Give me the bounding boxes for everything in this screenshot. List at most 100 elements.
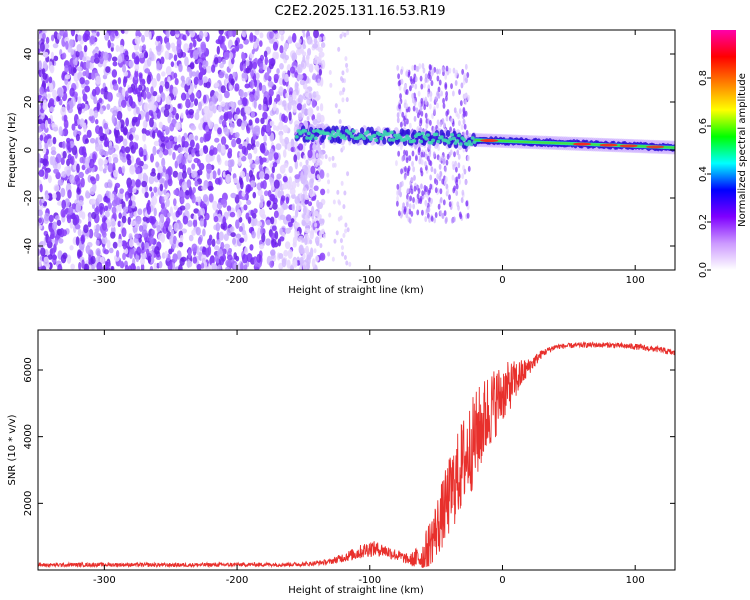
noise-blob [66, 103, 70, 111]
noise-blob [164, 50, 170, 60]
noise-blob [271, 166, 275, 174]
multipath-blob [464, 179, 468, 186]
multipath-blob [400, 78, 404, 85]
signal-mid [365, 130, 370, 134]
noise-blob [76, 163, 80, 173]
multipath-blob [438, 156, 442, 163]
noise-blob [212, 170, 217, 180]
noise-blob [318, 36, 322, 42]
noise-blob [215, 222, 221, 232]
noise-blob [142, 44, 147, 51]
multipath-blob [422, 82, 426, 89]
noise-blob [185, 109, 189, 116]
noise-blob [286, 259, 291, 269]
noise-blob [289, 66, 296, 74]
noise-blob [123, 126, 128, 136]
noise-blob [134, 35, 141, 45]
noise-blob [155, 35, 161, 42]
noise-blob [346, 30, 350, 36]
noise-blob [81, 146, 87, 157]
noise-blob [38, 33, 42, 40]
noise-blob [231, 138, 237, 148]
spectrogram-y-ticks: -40 -20 0 20 40 [23, 48, 675, 254]
noise-blob [93, 231, 100, 238]
noise-blob [158, 121, 163, 129]
noise-blob [38, 259, 42, 268]
noise-blob [167, 261, 173, 270]
noise-blob [141, 180, 148, 188]
noise-blob [164, 136, 170, 143]
noise-blob [242, 114, 247, 121]
noise-blob [192, 256, 198, 264]
noise-blob [314, 255, 320, 262]
noise-blob [228, 165, 233, 173]
noise-blob [212, 147, 218, 155]
noise-blob [109, 32, 115, 42]
multipath-blob [436, 90, 440, 97]
multipath-blob [413, 115, 417, 122]
signal-mid [412, 139, 417, 143]
noise-blob [187, 220, 193, 227]
signal-mid [296, 129, 301, 133]
multipath-blob [439, 121, 443, 128]
multipath-blob [419, 117, 423, 124]
noise-blob [186, 66, 192, 73]
noise-blob [63, 119, 69, 129]
multipath-blob [464, 99, 467, 106]
noise-blob [234, 83, 240, 92]
noise-blob [289, 187, 296, 196]
noise-blob [328, 69, 332, 75]
noise-blob [134, 233, 141, 239]
snr-x-tick-label: 100 [626, 575, 645, 586]
noise-blob [157, 232, 164, 241]
noise-blob [52, 43, 59, 49]
multipath-blob [439, 188, 443, 195]
multipath-blob [448, 201, 452, 208]
multipath-blob [410, 176, 414, 183]
noise-blob [105, 261, 111, 268]
noise-blob [43, 258, 50, 267]
noise-blob [133, 211, 138, 218]
noise-blob [85, 169, 90, 175]
noise-blob [327, 251, 331, 257]
noise-blob [48, 214, 54, 223]
multipath-blob [451, 174, 455, 181]
noise-blob [141, 186, 146, 194]
noise-blob [259, 194, 265, 203]
noise-blob [276, 94, 281, 102]
noise-blob [62, 252, 68, 260]
noise-blob [313, 185, 319, 192]
noise-blob [294, 160, 299, 170]
noise-blob [316, 112, 322, 122]
noise-blob [263, 190, 269, 197]
multipath-blob [445, 65, 449, 72]
noise-blob [111, 114, 116, 124]
noise-blob [221, 119, 227, 128]
signal-mid [434, 132, 439, 137]
noise-blob [230, 232, 236, 238]
noise-blob [304, 228, 311, 234]
signal-mid [374, 138, 379, 143]
noise-blob [217, 105, 223, 113]
noise-blob [217, 143, 222, 153]
noise-blob [149, 186, 153, 192]
noise-blob [327, 179, 331, 185]
noise-blob [103, 122, 109, 130]
noise-blob [296, 182, 300, 188]
noise-blob [223, 127, 229, 135]
noise-blob [79, 156, 84, 164]
noise-blob [297, 112, 303, 121]
noise-blob [103, 159, 108, 165]
noise-blob [138, 113, 142, 121]
noise-blob [41, 265, 47, 270]
noise-blob [182, 34, 187, 41]
noise-blob [99, 135, 105, 142]
noise-blob [176, 155, 183, 164]
noise-blob [340, 245, 344, 251]
noise-blob [144, 191, 149, 199]
multipath-blob [443, 210, 447, 217]
noise-blob [279, 63, 284, 70]
noise-blob [282, 100, 287, 107]
multipath-blob [438, 68, 442, 75]
colorbar-tick-label: 0.8 [698, 70, 709, 86]
